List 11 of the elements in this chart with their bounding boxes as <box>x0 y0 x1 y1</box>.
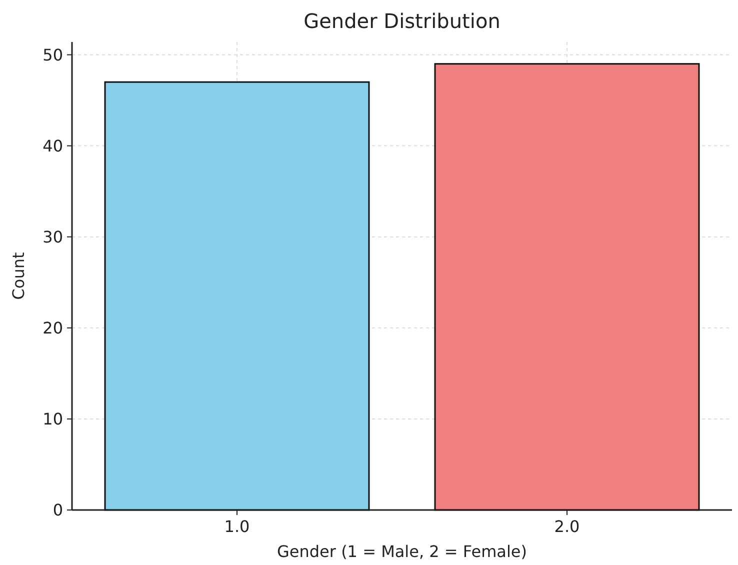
y-axis-title: Count <box>9 252 28 300</box>
y-tick-label: 40 <box>42 136 63 156</box>
y-tick-label: 50 <box>42 45 63 64</box>
y-tick-label: 20 <box>42 318 63 338</box>
x-tick-label: 2.0 <box>554 517 580 536</box>
y-tick-label: 10 <box>42 410 63 429</box>
x-axis-title: Gender (1 = Male, 2 = Female) <box>277 542 527 561</box>
chart-title: Gender Distribution <box>304 9 500 33</box>
y-tick-label: 0 <box>52 500 63 520</box>
x-tick-label: 1.0 <box>224 517 250 536</box>
y-tick-label: 30 <box>42 227 63 246</box>
